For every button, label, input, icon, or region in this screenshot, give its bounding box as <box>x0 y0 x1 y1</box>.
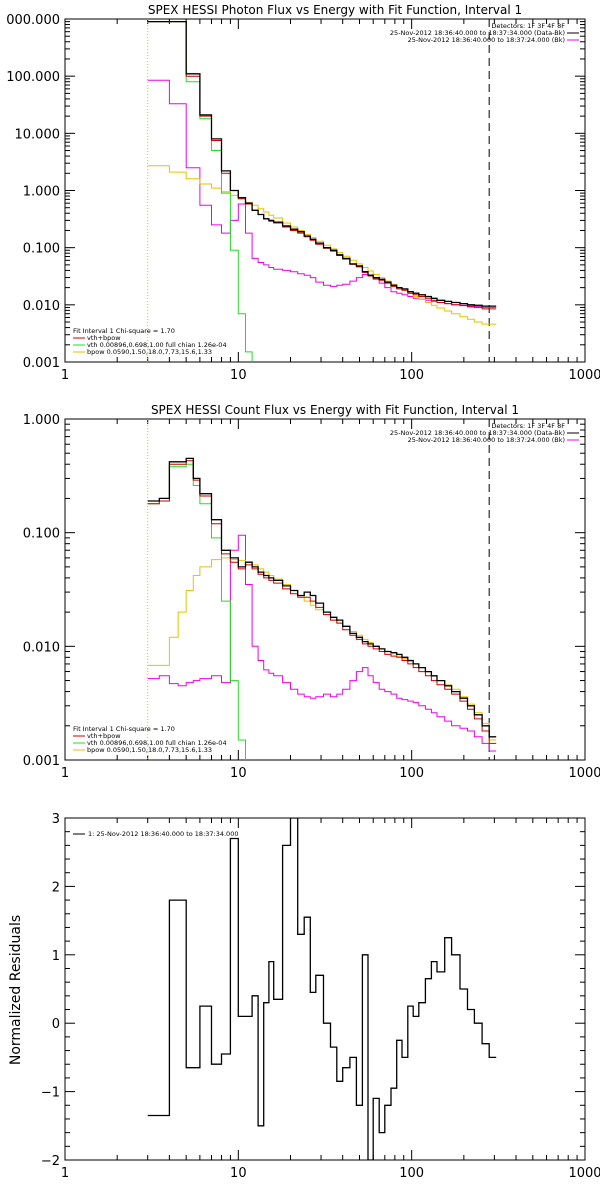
y-tick-label: 0.100 <box>23 242 60 257</box>
series-data-line <box>147 20 497 307</box>
x-tick-label: 10 <box>230 368 247 383</box>
legend-bottom-left-text: vth 0.00896,0.698,1.00 full chian 1.26e-… <box>87 341 227 349</box>
legend-bottom-left-text: bpow 0.0590,1.50,18.0,7.73,15.6,1.33 <box>87 348 212 356</box>
legend-top-right-text: 25-Nov-2012 18:36:40.000 to 18:37:24.000… <box>408 36 565 44</box>
y-tick-label: −2 <box>41 1154 60 1169</box>
x-tick-label: 1000 <box>568 368 600 383</box>
legend-bottom-left-text: vth+bpow <box>87 334 121 342</box>
series-data-line <box>147 457 497 738</box>
legend-bottom-left-text: Fit Interval 1 Chi-square = 1.70 <box>73 327 175 335</box>
y-tick-label: 100.000 <box>6 70 60 85</box>
legend-bottom-left-text: vth 0.00896,0.698,1.00 full chian 1.26e-… <box>87 739 227 747</box>
plot-frame <box>64 418 586 761</box>
legend-top-left-text: 1: 25-Nov-2012 18:36:40.000 to 18:37:34.… <box>88 830 238 838</box>
x-tick-label: 10 <box>230 766 247 781</box>
count-flux-title: SPEX HESSI Count Flux vs Energy with Fit… <box>151 403 519 417</box>
y-tick-label: 0.001 <box>23 356 60 371</box>
y-tick-label: 0.001 <box>23 754 60 769</box>
x-tick-label: 100 <box>399 1166 424 1181</box>
y-tick-label: 2 <box>52 880 60 895</box>
x-tick-label: 1 <box>61 368 69 383</box>
legend-top-right-text: Detectors: 1F 3F 4F 8F <box>491 422 565 430</box>
legend-bottom-left-text: bpow 0.0590,1.50,18.0,7.73,15.6,1.33 <box>87 746 212 754</box>
y-tick-label: −1 <box>41 1086 60 1101</box>
legend-top-right-text: 25-Nov-2012 18:36:40.000 to 18:37:34.000… <box>390 29 565 37</box>
y-tick-label: 1.000 <box>23 185 60 200</box>
plot-frame <box>64 817 586 1161</box>
legend-bottom-left-text: vth+bpow <box>87 732 121 740</box>
series-data-line <box>147 818 497 1160</box>
x-tick-label: 100 <box>399 766 424 781</box>
x-tick-label: 1 <box>61 766 69 781</box>
y-tick-label: 0.100 <box>23 527 60 542</box>
y-tick-label: 000.000 <box>6 13 60 28</box>
y-tick-label: 0 <box>52 1017 60 1032</box>
y-tick-label: 0.010 <box>23 640 60 655</box>
residuals-ylabel: Normalized Residuals <box>8 915 24 1065</box>
x-tick-label: 1000 <box>568 766 600 781</box>
x-tick-label: 1000 <box>568 1166 600 1181</box>
series-background-line <box>147 534 497 752</box>
photon-flux-title: SPEX HESSI Photon Flux vs Energy with Fi… <box>148 3 522 17</box>
residuals-panel: Normalized Residuals 1 10 100 10003210−1−21… <box>8 812 600 1181</box>
y-tick-label: 10.000 <box>15 127 61 142</box>
x-tick-label: 1 <box>61 1166 69 1181</box>
count-flux-panel: SPEX HESSI Count Flux vs Energy with Fit… <box>23 403 600 781</box>
legend-top-right-text: 25-Nov-2012 18:36:40.000 to 18:37:24.000… <box>408 436 565 444</box>
y-tick-label: 3 <box>52 812 60 827</box>
series-bpow-line <box>147 557 497 741</box>
legend-bottom-left-text: Fit Interval 1 Chi-square = 1.70 <box>73 725 175 733</box>
plot-frame <box>64 18 586 363</box>
series-vth-line <box>147 21 253 362</box>
y-tick-label: 1.000 <box>23 413 60 428</box>
series-background-line <box>147 79 497 308</box>
photon-flux-panel: SPEX HESSI Photon Flux vs Energy with Fi… <box>6 3 600 383</box>
x-tick-label: 100 <box>399 368 424 383</box>
legend-top-right-text: 25-Nov-2012 18:36:40.000 to 18:37:34.000… <box>390 429 565 437</box>
legend-top-right-text: Detectors: 1F 3F 4F 8F <box>491 22 565 30</box>
y-tick-label: 1 <box>52 949 60 964</box>
x-tick-label: 10 <box>230 1166 247 1181</box>
series-total-fit-line <box>147 21 497 310</box>
y-tick-label: 0.010 <box>23 299 60 314</box>
